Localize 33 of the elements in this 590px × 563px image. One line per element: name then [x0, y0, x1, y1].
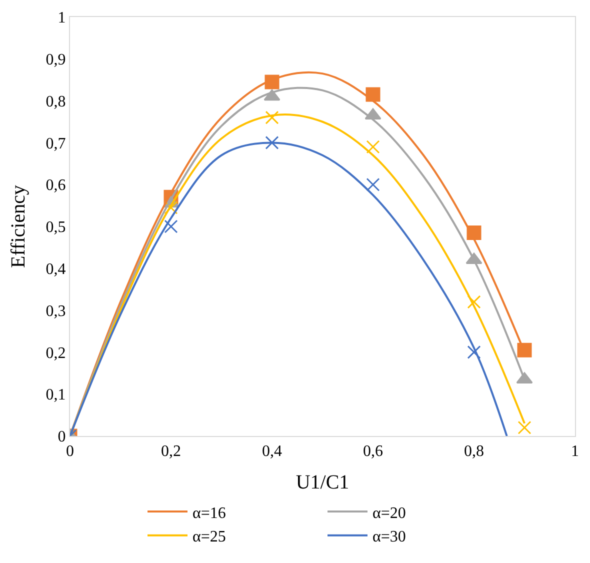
y-tick-label: 0,3: [46, 302, 66, 320]
x-tick-label: 1: [571, 443, 579, 460]
y-tick-label: 0,8: [46, 93, 66, 110]
point: [366, 140, 380, 154]
y-tick-label: 0,5: [46, 219, 66, 236]
x-tick-label: 0,8: [464, 443, 484, 460]
legend-label: α=25: [192, 528, 226, 546]
legend-label: α=30: [372, 528, 406, 546]
y-tick-label: 0,6: [46, 177, 66, 194]
x-axis-title: U1/C1: [296, 472, 350, 494]
point: [517, 342, 532, 358]
y-tick-label: 0: [58, 428, 66, 446]
x-tick-label: 0,4: [262, 443, 282, 460]
legend-label: α=20: [372, 504, 406, 522]
y-tick-label: 1: [58, 10, 66, 27]
point: [366, 87, 380, 102]
y-tick-label: 0,4: [46, 261, 66, 278]
x-tick-label: 0,6: [363, 443, 383, 460]
point: [265, 110, 279, 124]
point: [366, 178, 380, 192]
point: [164, 220, 178, 234]
x-tick-label: 0,2: [161, 443, 181, 460]
point: [265, 136, 279, 150]
y-axis-title: Efficiency: [7, 185, 30, 268]
y-tick-label: 0,7: [46, 135, 66, 152]
y-tick-label: 0,9: [46, 52, 66, 68]
y-tick-label: 0,2: [46, 344, 66, 362]
y-tick-label: 0,1: [46, 386, 66, 404]
point: [467, 345, 481, 359]
point: [164, 200, 178, 214]
point: [518, 420, 532, 434]
legend-label: α=16: [192, 504, 226, 522]
point: [467, 295, 481, 309]
